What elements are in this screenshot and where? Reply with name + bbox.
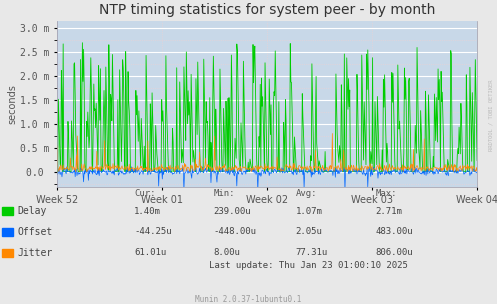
Text: 2.71m: 2.71m <box>375 207 402 216</box>
Text: Min:: Min: <box>214 189 235 198</box>
Text: 1.07m: 1.07m <box>296 207 323 216</box>
Text: Last update: Thu Jan 23 01:00:10 2025: Last update: Thu Jan 23 01:00:10 2025 <box>209 261 408 270</box>
Text: 239.00u: 239.00u <box>214 207 251 216</box>
Text: RRDTOOL / TOBI OETIKER: RRDTOOL / TOBI OETIKER <box>489 80 494 151</box>
Text: 483.00u: 483.00u <box>375 227 413 237</box>
Text: Max:: Max: <box>375 189 397 198</box>
Text: Cur:: Cur: <box>134 189 156 198</box>
Text: 1.40m: 1.40m <box>134 207 161 216</box>
Text: Offset: Offset <box>17 227 53 237</box>
Text: Delay: Delay <box>17 206 47 216</box>
Text: 2.05u: 2.05u <box>296 227 323 237</box>
Text: 61.01u: 61.01u <box>134 248 166 257</box>
Text: Munin 2.0.37-1ubuntu0.1: Munin 2.0.37-1ubuntu0.1 <box>195 295 302 304</box>
Text: 8.00u: 8.00u <box>214 248 241 257</box>
Title: NTP timing statistics for system peer - by month: NTP timing statistics for system peer - … <box>99 3 435 17</box>
Text: -44.25u: -44.25u <box>134 227 172 237</box>
Text: Jitter: Jitter <box>17 248 53 257</box>
Text: Avg:: Avg: <box>296 189 317 198</box>
Y-axis label: seconds: seconds <box>7 84 17 124</box>
Text: -448.00u: -448.00u <box>214 227 257 237</box>
Text: 77.31u: 77.31u <box>296 248 328 257</box>
Text: 806.00u: 806.00u <box>375 248 413 257</box>
